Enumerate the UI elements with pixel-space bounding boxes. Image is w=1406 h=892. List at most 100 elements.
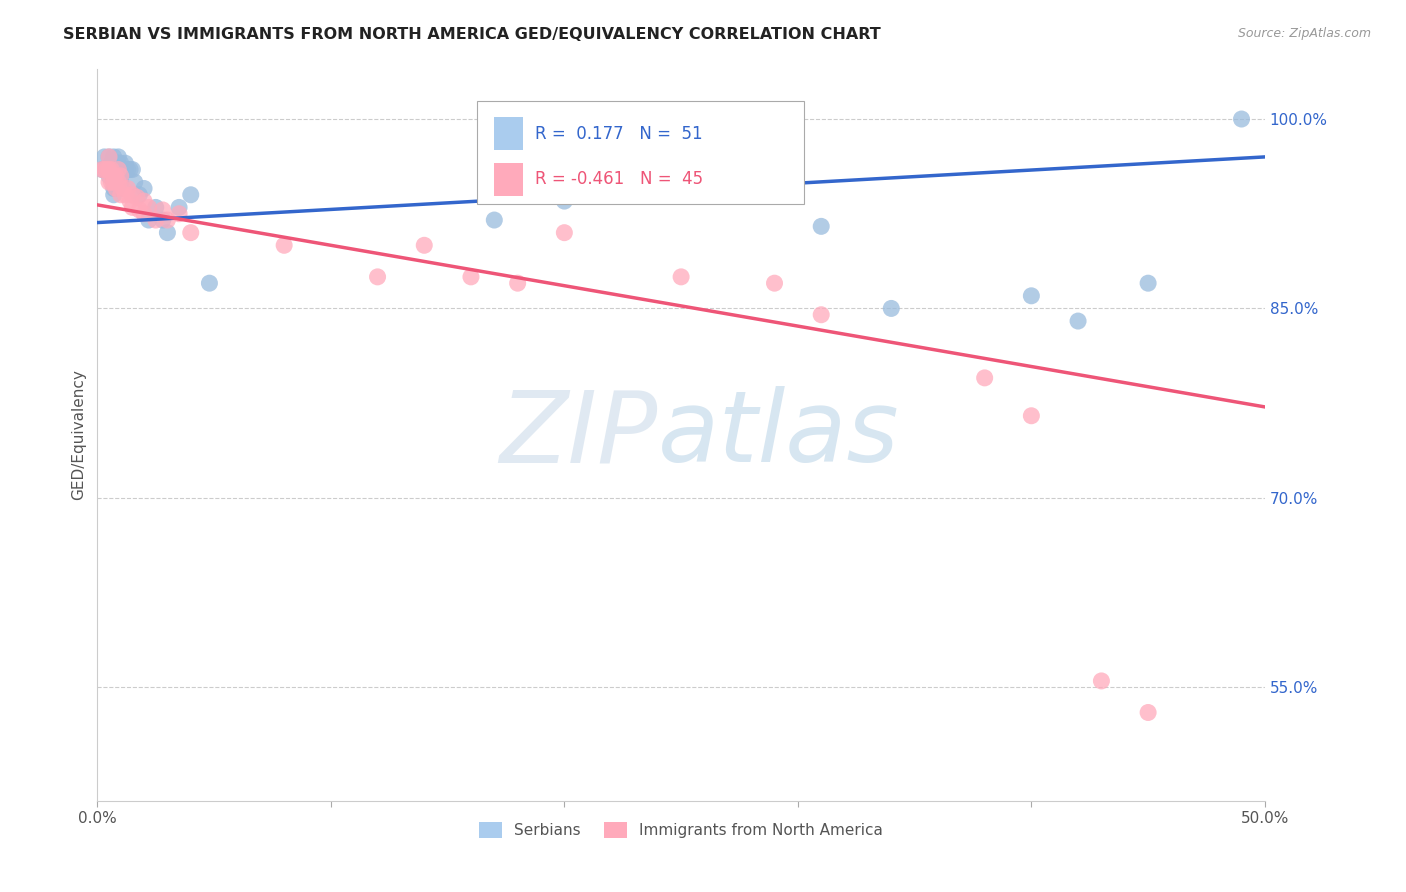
FancyBboxPatch shape <box>495 117 523 150</box>
Point <box>128 187 150 202</box>
Point <box>553 226 575 240</box>
Point <box>103 175 125 189</box>
Point <box>1021 409 1043 423</box>
Point <box>484 213 506 227</box>
Point <box>1137 276 1160 290</box>
Point <box>105 175 128 189</box>
Point <box>114 162 136 177</box>
Point <box>810 308 832 322</box>
Point <box>273 238 295 252</box>
Point <box>1090 673 1112 688</box>
Point <box>107 162 129 177</box>
Point <box>93 162 115 177</box>
Point <box>367 269 389 284</box>
Point <box>103 162 125 177</box>
Point <box>152 202 174 217</box>
Legend: Serbians, Immigrants from North America: Serbians, Immigrants from North America <box>474 816 889 845</box>
Point <box>167 207 190 221</box>
Point <box>96 162 118 177</box>
Point <box>1137 706 1160 720</box>
Point <box>105 181 128 195</box>
Point <box>553 194 575 208</box>
Point <box>91 162 114 177</box>
Point <box>125 190 148 204</box>
Point <box>107 150 129 164</box>
Point <box>98 150 121 164</box>
Point <box>103 169 125 183</box>
Text: R =  0.177   N =  51: R = 0.177 N = 51 <box>536 125 703 143</box>
Point <box>198 276 221 290</box>
Point <box>105 162 128 177</box>
Point <box>98 169 121 183</box>
Point <box>110 169 132 183</box>
Point <box>112 162 135 177</box>
Point <box>98 150 121 164</box>
Text: Source: ZipAtlas.com: Source: ZipAtlas.com <box>1237 27 1371 40</box>
Point <box>98 162 121 177</box>
Point <box>973 371 995 385</box>
Point <box>180 187 202 202</box>
Point <box>107 175 129 189</box>
Point <box>460 269 482 284</box>
Point <box>114 156 136 170</box>
FancyBboxPatch shape <box>477 102 804 204</box>
Point <box>132 207 155 221</box>
Point <box>110 175 132 189</box>
Point <box>96 162 118 177</box>
Point <box>117 162 139 177</box>
Point <box>180 226 202 240</box>
Text: SERBIAN VS IMMIGRANTS FROM NORTH AMERICA GED/EQUIVALENCY CORRELATION CHART: SERBIAN VS IMMIGRANTS FROM NORTH AMERICA… <box>63 27 882 42</box>
Point <box>110 156 132 170</box>
Point <box>167 201 190 215</box>
Point <box>669 269 692 284</box>
Point <box>105 181 128 195</box>
Point <box>880 301 903 316</box>
Point <box>114 187 136 202</box>
Point <box>138 213 160 227</box>
Point <box>121 201 143 215</box>
Point <box>1067 314 1090 328</box>
Point <box>1230 112 1253 126</box>
Point <box>107 162 129 177</box>
Point <box>128 202 150 217</box>
Point <box>117 181 139 195</box>
Text: atlas: atlas <box>658 386 900 483</box>
Point <box>110 162 132 177</box>
Point <box>124 175 146 189</box>
Y-axis label: GED/Equivalency: GED/Equivalency <box>72 369 86 500</box>
Point <box>413 238 436 252</box>
Point <box>110 187 132 202</box>
Point <box>103 181 125 195</box>
Text: R = -0.461   N =  45: R = -0.461 N = 45 <box>536 170 703 188</box>
Point <box>100 162 122 177</box>
Point <box>103 175 125 189</box>
Point <box>103 169 125 183</box>
Point <box>100 175 122 189</box>
Point <box>121 162 143 177</box>
Point <box>810 219 832 234</box>
Point <box>112 181 135 195</box>
Point <box>121 187 143 202</box>
Point <box>107 156 129 170</box>
Point <box>98 162 121 177</box>
Point <box>156 226 179 240</box>
Point <box>105 169 128 183</box>
Point <box>110 169 132 183</box>
Point <box>145 201 167 215</box>
Point <box>105 169 128 183</box>
Point <box>103 187 125 202</box>
FancyBboxPatch shape <box>495 163 523 196</box>
Point <box>93 150 115 164</box>
Point <box>1021 289 1043 303</box>
Point <box>763 276 786 290</box>
Text: ZIP: ZIP <box>499 386 658 483</box>
Point <box>98 175 121 189</box>
Point <box>100 156 122 170</box>
Point <box>100 162 122 177</box>
Point <box>118 194 141 208</box>
Point <box>132 181 155 195</box>
Point <box>98 162 121 177</box>
Point <box>506 276 529 290</box>
Point <box>156 213 179 227</box>
Point <box>152 213 174 227</box>
